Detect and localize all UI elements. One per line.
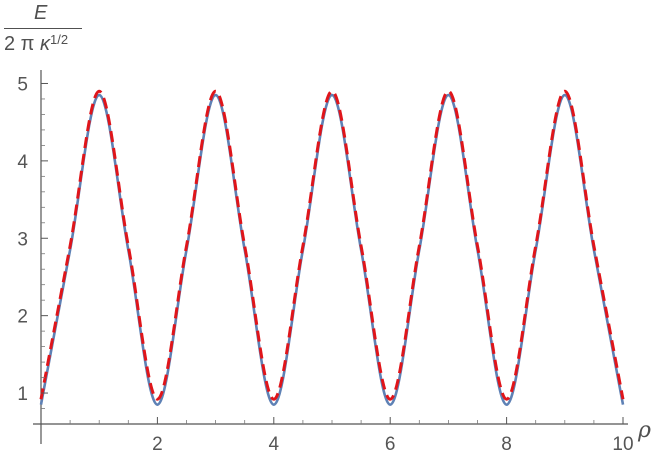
x-tick-label: 10: [612, 434, 633, 455]
series-layer: [39, 89, 625, 406]
y-tick-label: 2: [17, 307, 28, 328]
y-axis-label-kappa: κ: [40, 33, 51, 55]
y-tick-label: 4: [17, 152, 28, 173]
axes: [33, 70, 628, 444]
series-line-dashed: [39, 89, 625, 401]
x-tick-label: 8: [501, 434, 512, 455]
y-tick-label: 5: [17, 74, 28, 95]
ticks: 1 2 3 4 5 2 4 6 8 10: [17, 74, 633, 455]
y-axis-label-fraction-bar: [4, 28, 82, 29]
x-axis-label: ρ: [638, 418, 651, 443]
y-tick-label: 3: [17, 229, 28, 250]
y-tick-label: 1: [17, 384, 28, 405]
x-tick-label: 2: [152, 434, 163, 455]
y-axis-label-denominator-prefix: 2 π: [4, 33, 41, 55]
x-tick-label: 6: [385, 434, 396, 455]
y-axis-label-exponent: 1/2: [50, 32, 69, 47]
y-axis-label-numerator: E: [34, 2, 48, 24]
y-axis-label-denominator: 2 π κ1/2: [4, 32, 68, 56]
x-tick-label: 4: [269, 434, 280, 455]
